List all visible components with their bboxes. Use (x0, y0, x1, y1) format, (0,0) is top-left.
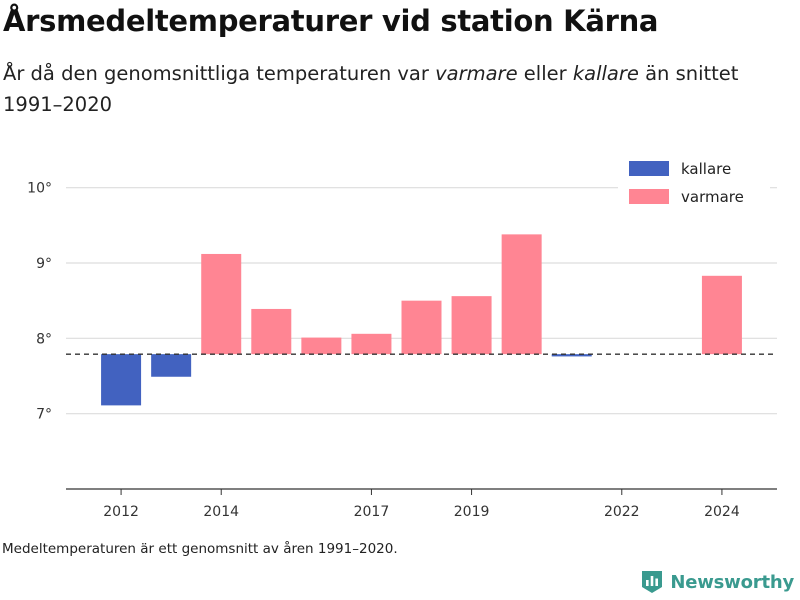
y-tick-label: 8° (36, 331, 52, 347)
chart-subtitle: År då den genomsnittliga temperaturen va… (3, 58, 783, 120)
x-tick-label: 2019 (454, 504, 490, 520)
y-tick-label: 7° (36, 407, 52, 423)
bar-kallare-2021 (551, 354, 592, 357)
brand-name: Newsworthy (670, 571, 794, 593)
bar-kallare-2012 (101, 354, 142, 406)
brand-logo: Newsworthy (640, 569, 794, 595)
legend-label-varmare: varmare (681, 188, 744, 206)
subtitle-text-3: än snittet 1991–2020 (3, 62, 739, 116)
axes: 7° 8° 9° 10° 2012 2014 2017 2019 2022 2024 (27, 181, 777, 520)
bar-varmare-2024 (701, 275, 742, 355)
x-tick-label: 2022 (604, 504, 640, 520)
x-tick-label: 2017 (354, 504, 390, 520)
x-tick-label: 2012 (103, 504, 139, 520)
legend-swatch-kallare (629, 161, 669, 176)
bar-varmare-2015 (251, 308, 292, 355)
bar-varmare-2016 (301, 337, 342, 355)
y-tick-label: 9° (36, 256, 52, 272)
newsworthy-logo-icon (642, 571, 663, 593)
bar-varmare-2017 (351, 333, 392, 355)
chart-title: Årsmedeltemperaturer vid station Kärna (3, 4, 659, 38)
bar-varmare-2020 (501, 234, 542, 355)
legend: kallare varmare (618, 152, 770, 216)
x-tick-label: 2024 (704, 504, 740, 520)
subtitle-emphasis-warmer: varmare (435, 62, 518, 85)
bar-varmare-2014 (201, 253, 242, 355)
legend-label-kallare: kallare (681, 160, 731, 178)
x-tick-label: 2014 (203, 504, 239, 520)
y-tick-label: 10° (27, 181, 52, 197)
subtitle-emphasis-colder: kallare (572, 62, 639, 85)
bar-varmare-2019 (451, 296, 492, 355)
subtitle-text-1: År då den genomsnittliga temperaturen va… (3, 62, 436, 85)
subtitle-text-2: eller (517, 62, 573, 85)
bar-varmare-2018 (401, 300, 442, 355)
bar-kallare-2013 (151, 354, 192, 377)
bars (101, 234, 742, 406)
footnote: Medeltemperaturen är ett genomsnitt av å… (2, 541, 398, 557)
legend-swatch-varmare (629, 189, 669, 204)
